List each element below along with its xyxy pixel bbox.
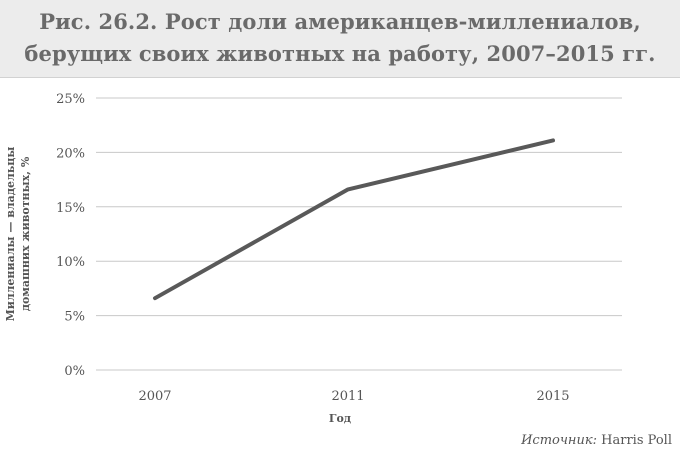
y-tick-label: 0% (64, 364, 85, 379)
source-note: Источник: Harris Poll (521, 433, 672, 448)
title-box: Рис. 26.2. Рост доли американцев-миллени… (0, 0, 680, 78)
source-label: Источник: (521, 433, 598, 448)
y-axis-title: Миллениалы — владельцы домашних животных… (4, 147, 32, 322)
x-tick-label: 2011 (331, 389, 364, 404)
gridlines (96, 97, 622, 371)
y-axis-ticks: 0% 5% 10% 15% 20% 25% (56, 92, 85, 379)
y-axis-title-line-1: Миллениалы — владельцы (4, 147, 17, 322)
chart-title-line-1: Рис. 26.2. Рост доли американцев-миллени… (39, 9, 641, 34)
source-text: Harris Poll (601, 433, 672, 448)
line-chart: 0% 5% 10% 15% 20% 25% 2007 2011 2015 Год Миллен… (4, 92, 622, 425)
series-line (153, 138, 555, 301)
y-tick-label: 20% (56, 146, 85, 161)
y-tick-label: 15% (56, 201, 85, 216)
y-axis-title-line-2: домашних животных, % (19, 156, 32, 311)
series-layer (153, 138, 555, 301)
y-tick-label: 5% (64, 310, 85, 325)
y-tick-label: 25% (56, 92, 85, 107)
x-tick-label: 2015 (536, 389, 569, 404)
y-tick-label: 10% (56, 255, 85, 270)
x-axis-ticks: 2007 2011 2015 (138, 389, 569, 404)
x-tick-label: 2007 (138, 389, 171, 404)
chart-title-line-2: берущих своих животных на работу, 2007–2… (24, 41, 656, 66)
x-axis-title: Год (329, 412, 351, 425)
